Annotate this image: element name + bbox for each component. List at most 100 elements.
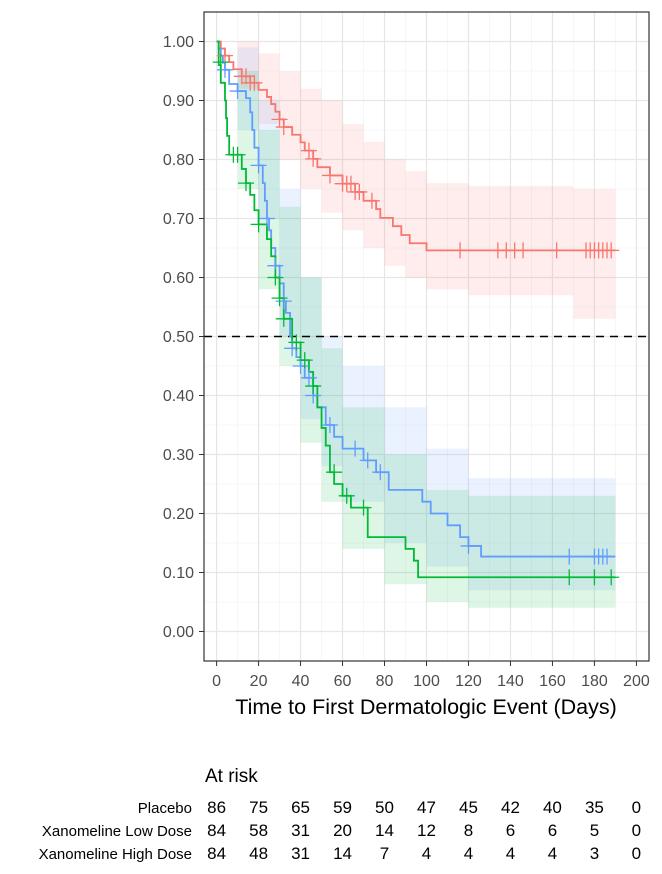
risk-count: 5: [590, 821, 599, 840]
censor-mark-placebo: [275, 119, 292, 136]
y-tick-label: 0.10: [163, 565, 194, 582]
risk-count: 4: [548, 844, 557, 863]
risk-count: 42: [501, 798, 520, 817]
x-tick-label: 120: [455, 673, 482, 690]
risk-count: 0: [632, 798, 641, 817]
censor-mark-xanomeline-low-dose: [300, 369, 317, 386]
censor-mark-xanomeline-low-dose: [561, 548, 578, 565]
y-tick-label: 0.20: [163, 506, 194, 523]
risk-count: 84: [207, 821, 226, 840]
risk-count: 14: [333, 844, 352, 863]
x-tick-label: 20: [250, 673, 268, 690]
y-tick-label: 1.00: [163, 34, 194, 51]
risk-count: 47: [417, 798, 436, 817]
ci-band-xanomeline-high-dose: [216, 41, 616, 610]
y-tick-label: 0.00: [163, 624, 194, 641]
censor-mark-placebo: [237, 68, 254, 85]
risk-count: 20: [333, 821, 352, 840]
x-tick-label: 0: [212, 673, 221, 690]
censor-mark-xanomeline-low-dose: [321, 417, 338, 433]
risk-count: 8: [464, 821, 473, 840]
y-axis: 0.00 0.10 0.20 0.30 0.40 0.50 0.60 0.70 0.80 0.90…: [163, 34, 204, 641]
risk-count: 6: [548, 821, 557, 840]
censor-mark-placebo: [351, 183, 368, 200]
censor-mark-xanomeline-high-dose: [355, 499, 372, 516]
censor-mark-placebo: [305, 150, 322, 167]
risk-row-xanomeline-low-dose: Xanomeline Low Dose 84 58 31 20 14 12 8 6 6 5 0: [42, 821, 641, 840]
risk-count: 4: [464, 844, 473, 863]
risk-row-label: Placebo: [138, 800, 192, 817]
risk-count: 4: [506, 844, 515, 863]
censor-mark-xanomeline-high-dose: [326, 464, 343, 481]
x-tick-label: 40: [292, 673, 310, 690]
censor-mark-xanomeline-high-dose: [603, 569, 620, 586]
censor-mark-xanomeline-low-dose: [216, 61, 233, 78]
x-tick-label: 160: [539, 673, 566, 690]
x-axis: 0 20 40 60 80 100 120 140 160 180 200: [212, 661, 650, 690]
censor-mark-placebo: [342, 175, 359, 192]
censor-mark-xanomeline-low-dose: [258, 210, 275, 227]
risk-row-placebo: Placebo 86 75 65 59 50 47 45 42 40 35 0: [138, 798, 641, 817]
censor-mark-xanomeline-high-dose: [271, 290, 288, 307]
censor-mark-xanomeline-high-dose: [237, 175, 254, 192]
risk-count: 84: [207, 844, 226, 863]
y-tick-label: 0.50: [163, 329, 194, 346]
y-tick-label: 0.80: [163, 152, 194, 169]
censor-mark-xanomeline-low-dose: [372, 464, 389, 481]
censor-mark-xanomeline-high-dose: [212, 54, 229, 71]
risk-count: 31: [291, 821, 310, 840]
risk-count: 3: [590, 844, 599, 863]
censor-mark-xanomeline-high-dose: [296, 352, 313, 369]
risk-count: 0: [632, 844, 641, 863]
risk-count: 4: [422, 844, 431, 863]
censor-mark-xanomeline-low-dose: [250, 157, 267, 174]
risk-count: 86: [207, 798, 226, 817]
censor-mark-xanomeline-low-dose: [229, 83, 246, 100]
censor-mark-xanomeline-high-dose: [250, 216, 267, 233]
risk-table-title: At risk: [205, 766, 258, 787]
censor-mark-xanomeline-low-dose: [460, 537, 477, 554]
censor-mark-xanomeline-high-dose: [305, 378, 322, 395]
risk-count: 45: [459, 798, 478, 817]
risk-row-label: Xanomeline Low Dose: [42, 823, 192, 840]
x-tick-label: 100: [413, 673, 440, 690]
censor-mark-xanomeline-high-dose: [229, 146, 246, 163]
censor-mark-placebo: [246, 74, 263, 91]
censor-mark-xanomeline-low-dose: [359, 452, 376, 469]
risk-count: 58: [249, 821, 268, 840]
y-tick-label: 0.40: [163, 388, 194, 405]
ci-band-placebo: [216, 41, 616, 322]
censor-mark-xanomeline-high-dose: [561, 569, 578, 586]
censor-mark-xanomeline-low-dose: [275, 293, 292, 310]
censor-mark-placebo: [515, 242, 532, 259]
y-tick-label: 0.60: [163, 270, 194, 287]
censor-mark-xanomeline-low-dose: [347, 440, 364, 457]
censor-marks: [212, 47, 620, 586]
x-tick-label: 180: [581, 673, 608, 690]
x-tick-label: 80: [376, 673, 394, 690]
censor-mark-xanomeline-high-dose: [275, 310, 292, 327]
y-tick-label: 0.30: [163, 447, 194, 464]
censor-mark-placebo: [271, 111, 288, 128]
x-tick-label: 60: [334, 673, 352, 690]
risk-count: 31: [291, 844, 310, 863]
risk-count: 35: [585, 798, 604, 817]
censor-mark-xanomeline-low-dose: [599, 548, 616, 565]
risk-count: 50: [375, 798, 394, 817]
y-tick-label: 0.90: [163, 93, 194, 110]
risk-count: 48: [249, 844, 268, 863]
x-tick-label: 140: [497, 673, 524, 690]
censor-mark-placebo: [216, 47, 233, 64]
risk-count: 7: [380, 844, 389, 863]
risk-row-xanomeline-high-dose: Xanomeline High Dose 84 48 31 14 7 4 4 4 4 3 0: [39, 844, 642, 863]
censor-mark-xanomeline-high-dose: [586, 569, 603, 586]
risk-count: 14: [375, 821, 394, 840]
censor-mark-xanomeline-high-dose: [267, 269, 284, 286]
x-axis-title: Time to First Dermatologic Event (Days): [235, 695, 617, 719]
risk-count: 65: [291, 798, 310, 817]
y-tick-label: 0.70: [163, 211, 194, 228]
risk-count: 6: [506, 821, 515, 840]
